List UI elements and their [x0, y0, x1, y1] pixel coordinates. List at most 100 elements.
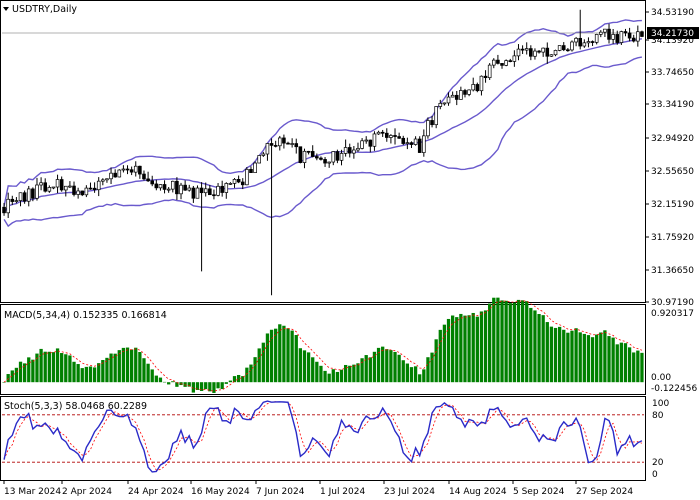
candle-body [389, 135, 393, 138]
candle-body [315, 156, 319, 159]
candle-body [179, 184, 183, 195]
macd-histogram-bar [455, 317, 459, 383]
candle-body [615, 34, 620, 43]
bollinger-lower-band [3, 56, 643, 228]
candle-body [471, 84, 476, 91]
candle-body [294, 143, 299, 148]
macd-histogram-bar [129, 349, 134, 383]
macd-histogram-bar [376, 347, 381, 383]
macd-histogram-bar [298, 348, 303, 383]
stoch-axis-label: 0 [652, 470, 658, 480]
macd-histogram-bar [212, 382, 216, 393]
date-axis-label: 2 Apr 2024 [62, 487, 112, 497]
date-axis-label: 24 Apr 2024 [128, 487, 184, 497]
macd-histogram-bar [220, 382, 224, 390]
macd-histogram-bar [475, 316, 479, 383]
macd-histogram-bar [134, 347, 138, 383]
macd-histogram-bar [138, 352, 142, 383]
candle-body [175, 180, 179, 195]
macd-histogram-bar [607, 336, 611, 383]
candle-body [68, 185, 72, 188]
candle-body [96, 180, 101, 191]
macd-histogram-bar [2, 382, 6, 383]
macd-histogram-bar [39, 348, 43, 383]
macd-histogram-bar [31, 359, 35, 383]
candle-body [327, 161, 331, 164]
candle-body [483, 75, 488, 79]
macd-histogram-bar [508, 303, 512, 383]
candle-body [516, 48, 521, 57]
macd-histogram-bar [146, 363, 150, 383]
macd-histogram-bar [483, 310, 488, 383]
macd-histogram-bar [393, 351, 397, 383]
macd-histogram-bar [191, 382, 196, 393]
macd-histogram-bar [51, 352, 56, 383]
macd-histogram-bar [97, 363, 101, 383]
macd-histogram-bar [467, 315, 471, 383]
candle-body [545, 47, 550, 57]
macd-histogram-bar [566, 332, 570, 383]
stoch-signal-line [3, 401, 643, 471]
macd-histogram-bar [442, 324, 447, 383]
candle-body [39, 182, 43, 186]
candle-body [574, 37, 578, 43]
macd-histogram-bar [418, 374, 422, 383]
dropdown-arrow-icon[interactable] [3, 7, 9, 11]
candle-body [55, 179, 60, 188]
macd-histogram-bar [545, 322, 549, 383]
macd-histogram-bar [623, 343, 628, 383]
macd-histogram-bar [101, 360, 105, 383]
candle-body [360, 140, 364, 149]
candle-body [88, 187, 93, 190]
macd-histogram-bar [249, 364, 253, 383]
candle-body [203, 188, 208, 194]
macd-histogram-bar [27, 357, 31, 383]
candle-body [208, 188, 212, 196]
candle-body [269, 143, 274, 146]
candle-body [26, 188, 31, 202]
price-axis-label: 33.34190 [651, 100, 694, 110]
stoch-axis-label: 100 [652, 399, 669, 409]
macd-histogram-bar [537, 314, 541, 383]
candle-body [413, 138, 418, 145]
macd-title: MACD(5,34,4) 0.152335 0.166814 [4, 310, 167, 321]
candle-body [417, 138, 422, 153]
candle-body [323, 159, 327, 164]
macd-histogram-bar [590, 337, 595, 383]
candle-body [339, 153, 344, 161]
candle-body [170, 180, 175, 190]
price-axis-label: 32.55650 [651, 167, 694, 177]
macd-histogram-bar [632, 352, 636, 383]
candle-body [335, 151, 340, 161]
macd-histogram-bar [352, 364, 356, 383]
macd-histogram-bar [619, 342, 624, 383]
macd-histogram-bar [18, 361, 23, 383]
macd-histogram-bar [413, 366, 418, 383]
candle-body [479, 75, 484, 92]
candle-body [467, 89, 471, 95]
candle-body [236, 179, 241, 183]
macd-histogram-bar [171, 381, 175, 383]
candle-body [199, 187, 204, 194]
candle-body [273, 145, 278, 147]
macd-histogram-bar [549, 326, 554, 383]
candle-body [59, 179, 64, 191]
macd-histogram-bar [236, 374, 241, 383]
macd-histogram-bar [306, 352, 311, 383]
macd-histogram-bar [500, 300, 504, 383]
macd-histogram-bar [142, 358, 146, 383]
candle-body [393, 135, 397, 137]
macd-histogram-bar [158, 377, 163, 383]
macd-histogram-bar [397, 354, 401, 383]
macd-histogram-bar [434, 339, 438, 383]
candle-body [598, 31, 603, 35]
macd-histogram-bar [356, 363, 360, 383]
candle-body [113, 172, 117, 178]
candle-body [590, 41, 595, 43]
candle-body [253, 162, 257, 174]
date-axis-label: 14 Aug 2024 [449, 487, 507, 497]
candle-body [570, 41, 574, 51]
price-axis-label: 32.15190 [651, 200, 694, 210]
candle-body [356, 148, 360, 151]
